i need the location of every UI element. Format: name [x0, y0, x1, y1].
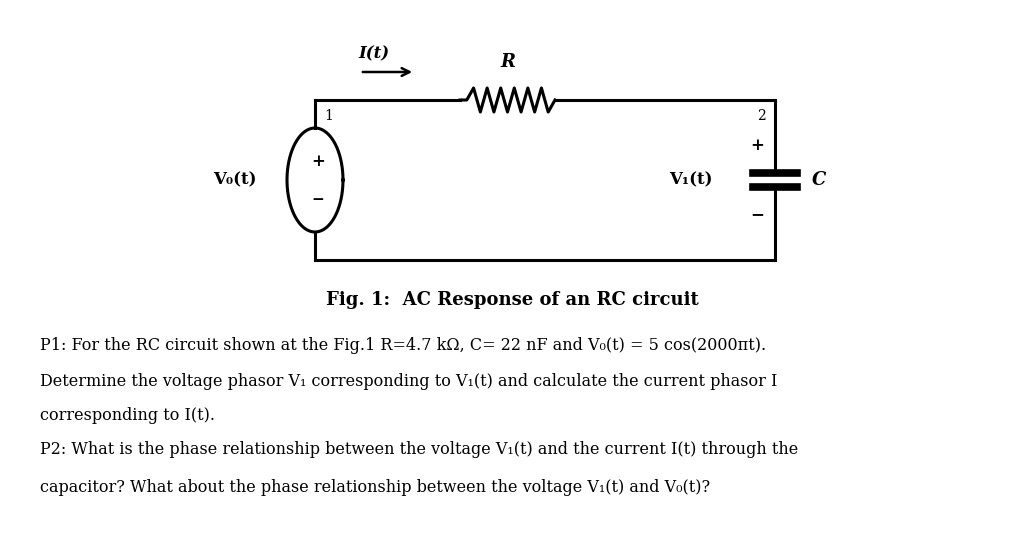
Text: capacitor? What about the phase relationship between the voltage V₁(t) and V₀(t): capacitor? What about the phase relation…: [40, 479, 710, 496]
Text: +: +: [311, 153, 325, 170]
Text: 2: 2: [757, 109, 765, 123]
Text: C: C: [812, 171, 826, 189]
Text: −: −: [311, 193, 325, 207]
Text: P1: For the RC circuit shown at the Fig.1 R=4.7 kΩ, C= 22 nF and V₀(t) = 5 cos(2: P1: For the RC circuit shown at the Fig.…: [40, 337, 766, 354]
Text: 1: 1: [325, 109, 334, 123]
Text: corresponding to I(t).: corresponding to I(t).: [40, 406, 215, 423]
Text: V₁(t): V₁(t): [670, 171, 713, 189]
Text: R: R: [500, 53, 515, 71]
Text: −: −: [750, 207, 764, 224]
Text: V₀(t): V₀(t): [213, 171, 257, 189]
Text: I(t): I(t): [358, 46, 389, 63]
Text: Determine the voltage phasor V₁ corresponding to V₁(t) and calculate the current: Determine the voltage phasor V₁ correspo…: [40, 374, 777, 391]
Text: +: +: [750, 137, 764, 153]
Text: P2: What is the phase relationship between the voltage V₁(t) and the current I(t: P2: What is the phase relationship betwe…: [40, 442, 799, 459]
Text: Fig. 1:  AC Response of an RC circuit: Fig. 1: AC Response of an RC circuit: [326, 291, 698, 309]
